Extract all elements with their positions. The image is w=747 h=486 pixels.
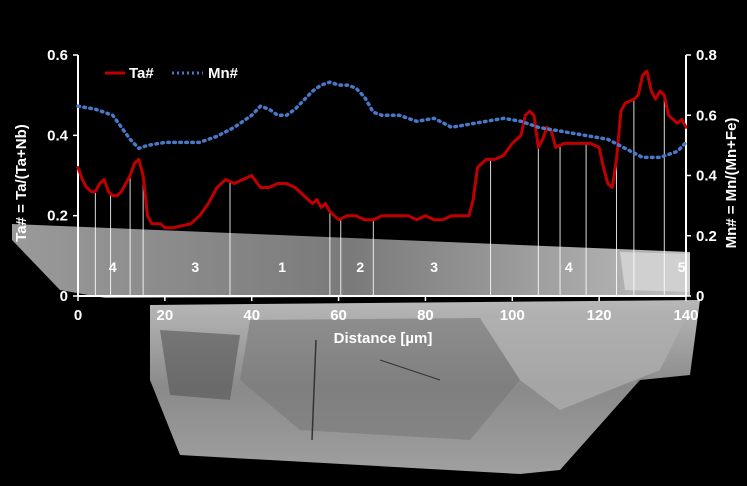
zone-label: 3 xyxy=(191,259,199,275)
y-right-tick-label: 0 xyxy=(696,288,704,305)
crystal-image xyxy=(12,224,700,474)
zone-labels: 4 3 1 2 3 4 5 xyxy=(109,259,686,275)
y-left-tick-label: 0.2 xyxy=(47,208,68,225)
x-tick-label: 140 xyxy=(673,307,698,324)
crystal-strip-zone-5 xyxy=(620,252,690,292)
zone-label: 5 xyxy=(678,259,686,275)
zone-boundaries xyxy=(94,95,665,296)
y-left-axis-title: Ta# = Ta/(Ta+Nb) xyxy=(13,124,30,242)
crystal-crack-2 xyxy=(379,359,441,381)
x-tick-label: 120 xyxy=(587,307,612,324)
y-right-tick-label: 0.2 xyxy=(696,228,717,245)
x-tick-label: 0 xyxy=(74,307,82,324)
y-left-tick-label: 0.6 xyxy=(47,47,68,64)
y-right-tick-label: 0.6 xyxy=(696,107,717,124)
x-tick-labels: 0 20 40 60 80 100 120 140 xyxy=(74,296,699,324)
y-right-tick-label: 0.4 xyxy=(696,168,718,185)
series-line-mn-number xyxy=(76,80,688,160)
y-right-tick-label: 0.8 xyxy=(696,47,717,64)
y-right-tick-labels: 0 0.2 0.4 0.6 0.8 xyxy=(686,47,718,305)
x-axis-title: Distance [µm] xyxy=(334,330,433,347)
legend-ta-label: Ta# xyxy=(129,65,154,82)
crystal-zone-band xyxy=(240,318,520,440)
legend: Ta# Mn# xyxy=(105,65,239,82)
zone-label: 4 xyxy=(565,259,573,275)
x-tick-label: 60 xyxy=(330,307,347,324)
y-left-tick-label: 0 xyxy=(60,288,68,305)
x-tick-label: 20 xyxy=(157,307,174,324)
x-tick-label: 100 xyxy=(500,307,525,324)
zone-label: 2 xyxy=(356,259,364,275)
crystal-crack xyxy=(311,339,317,441)
y-left-tick-label: 0.4 xyxy=(47,127,69,144)
crystal-rim xyxy=(480,310,690,410)
crystal-top-strip xyxy=(12,224,690,298)
x-tick-label: 40 xyxy=(243,307,260,324)
series-layer xyxy=(76,69,688,230)
y-right-axis-title: Mn# = Mn/(Mn+Fe) xyxy=(723,118,740,249)
x-tick-label: 80 xyxy=(417,307,434,324)
zone-label: 1 xyxy=(278,259,286,275)
zone-label: 3 xyxy=(430,259,438,275)
crystal-dark-patch xyxy=(160,330,240,400)
legend-mn-label: Mn# xyxy=(208,65,239,82)
y-left-tick-labels: 0 0.2 0.4 0.6 xyxy=(47,47,78,305)
zone-label: 4 xyxy=(109,259,117,275)
series-line-ta-number xyxy=(76,69,688,230)
